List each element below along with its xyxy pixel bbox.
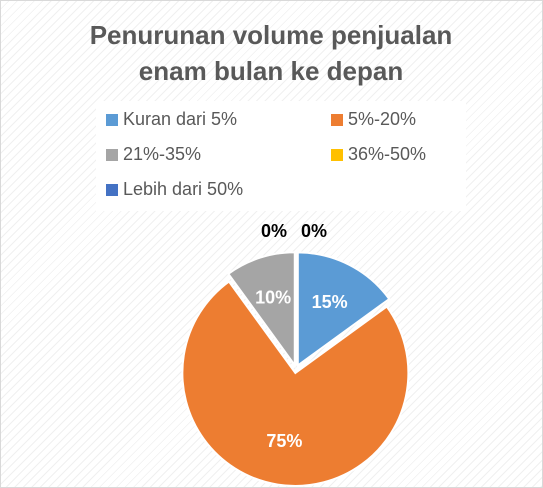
legend-label: Kuran dari 5% — [123, 109, 238, 129]
pie-slice — [226, 251, 296, 369]
data-label: 10% — [255, 287, 291, 307]
legend-label: 21%-35% — [123, 144, 202, 164]
legend-swatch — [331, 148, 343, 161]
legend-swatch — [106, 183, 118, 196]
pie-slice — [296, 251, 391, 368]
legend-item: 5%-20% — [331, 109, 416, 130]
legend-swatch — [331, 113, 343, 126]
legend-label: 36%-50% — [348, 144, 427, 164]
legend-swatch — [106, 148, 118, 161]
data-label: 0% — [261, 221, 287, 241]
data-label: 75% — [266, 431, 302, 451]
legend-item: 21%-35% — [106, 144, 201, 165]
data-label: 0% — [301, 221, 327, 241]
chart-title: Penurunan volume penjualan enam bulan ke… — [89, 20, 453, 86]
legend-item: Lebih dari 50% — [106, 179, 243, 200]
data-label: 15% — [312, 292, 348, 312]
legend-item: 36%-50% — [331, 144, 426, 165]
legend: Kuran dari 5% 5%-20% 21%-35% 36%-50% Lebih d… — [96, 101, 466, 211]
legend-label: 5%-20% — [348, 109, 417, 129]
legend-swatch — [106, 113, 118, 126]
legend-label: Lebih dari 50% — [123, 179, 244, 199]
pie-slice — [181, 280, 410, 487]
legend-item: Kuran dari 5% — [106, 109, 237, 130]
